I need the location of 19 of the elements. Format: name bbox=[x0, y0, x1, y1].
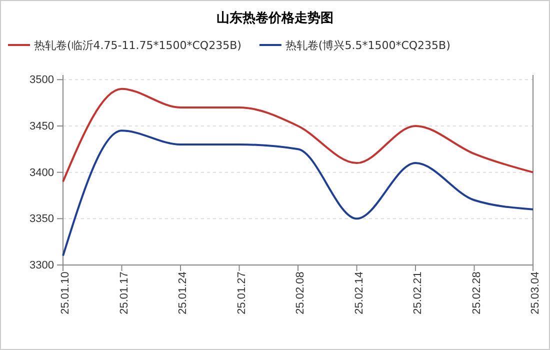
x-tick-label: 25.02.28 bbox=[470, 272, 483, 314]
x-tick-label: 25.02.08 bbox=[294, 272, 307, 314]
x-tick-label: 25.01.27 bbox=[236, 272, 248, 314]
y-tick-label: 3500 bbox=[30, 74, 54, 86]
y-tick-label: 3350 bbox=[30, 213, 54, 226]
legend-label: 热轧卷(博兴5.5*1500*CQ235B) bbox=[285, 39, 450, 52]
y-tick-label: 3400 bbox=[30, 166, 54, 179]
y-tick-label: 3300 bbox=[30, 260, 54, 272]
x-tick-label: 25.02.14 bbox=[353, 272, 366, 314]
chart-title: 山东热卷价格走势图 bbox=[216, 10, 334, 26]
legend-label: 热轧卷(临沂4.75-11.75*1500*CQ235B) bbox=[34, 39, 242, 52]
line-series bbox=[62, 88, 534, 183]
x-tick-label: 25.01.17 bbox=[118, 272, 130, 314]
line-series bbox=[62, 130, 534, 257]
y-tick-label: 3450 bbox=[30, 120, 54, 132]
x-tick-label: 25.02.21 bbox=[412, 272, 424, 314]
x-tick-label: 25.01.24 bbox=[177, 272, 190, 314]
x-tick-label: 25.03.04 bbox=[530, 272, 542, 314]
x-tick-label: 25.01.10 bbox=[60, 272, 72, 314]
